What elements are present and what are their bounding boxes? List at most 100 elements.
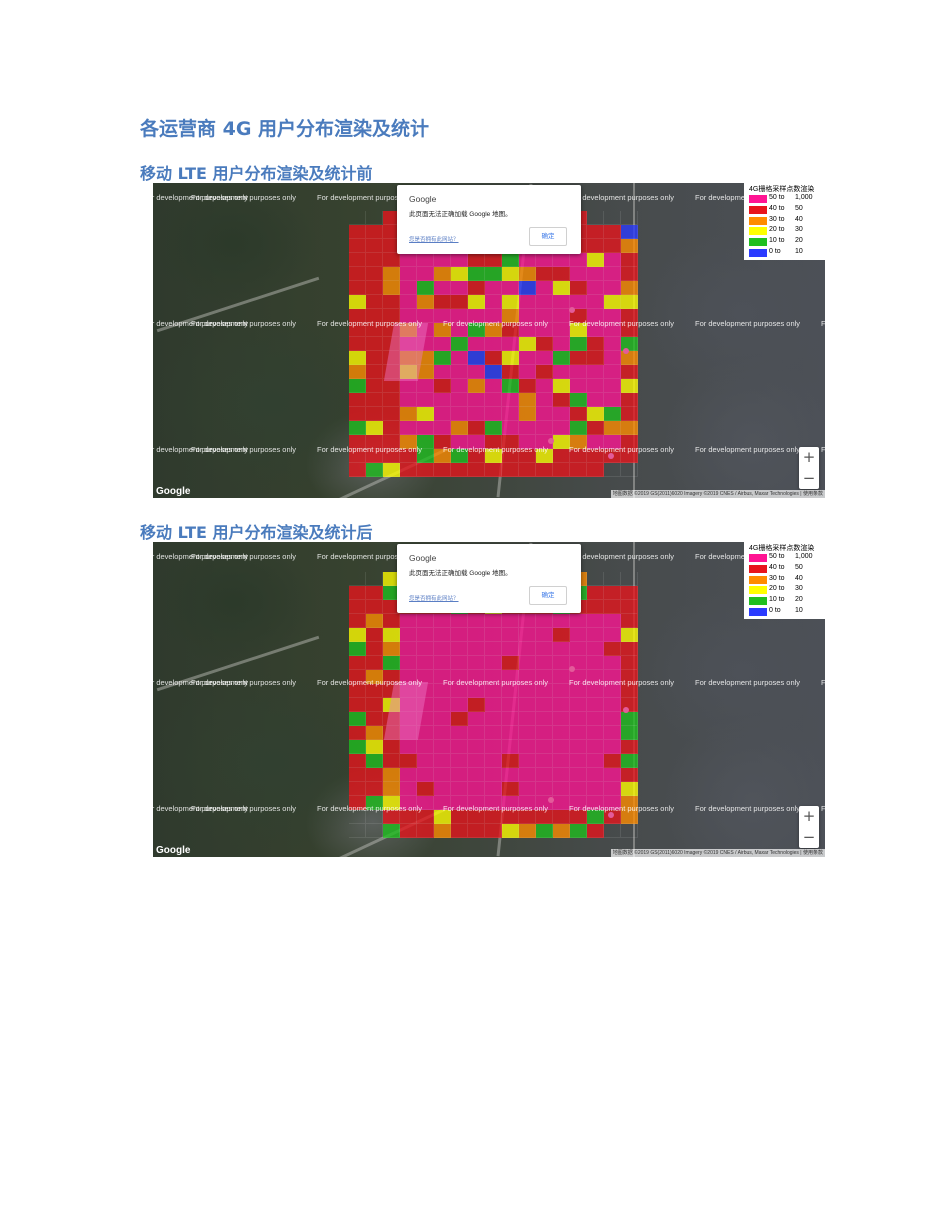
error-dialog: Google 此页面无法正确加载 Google 地图。 您是否拥有此网站？ 确定 (397, 544, 581, 613)
zoom-out-button[interactable]: − (802, 469, 816, 487)
dev-watermark: For development purposes only (153, 804, 249, 813)
heatmap-cell (587, 323, 604, 337)
heatmap-cell (621, 768, 638, 782)
map-pin-icon[interactable] (608, 453, 614, 459)
heatmap-cell (417, 365, 434, 379)
heatmap-cell (451, 726, 468, 740)
map-attribution[interactable]: 地图数据 ©2019 GS(2011)6020 Imagery ©2019 CN… (610, 849, 825, 857)
map-pin-icon[interactable] (608, 812, 614, 818)
heatmap-cell (485, 754, 502, 768)
map-pin-icon[interactable] (623, 348, 629, 354)
heatmap-cell (570, 253, 587, 267)
map-after[interactable]: For development purposes only For develop… (153, 542, 825, 857)
dialog-message: 此页面无法正确加载 Google 地图。 (409, 570, 512, 577)
heatmap-cell (434, 642, 451, 656)
heatmap-cell (349, 586, 366, 600)
heatmap-cell (587, 600, 604, 614)
heatmap-cell (366, 239, 383, 253)
heatmap-cell (485, 407, 502, 421)
heatmap-cell (502, 656, 519, 670)
heatmap-cell (570, 365, 587, 379)
map-pin-icon[interactable] (548, 438, 554, 444)
map-pin-icon[interactable] (623, 707, 629, 713)
heatmap-cell (366, 281, 383, 295)
legend-to: 1,000 (795, 553, 813, 560)
heatmap-cell (485, 824, 502, 838)
heatmap-cell (383, 810, 400, 824)
heatmap-cell (604, 435, 621, 449)
dialog-ok-button[interactable]: 确定 (529, 227, 567, 246)
heatmap-cell (400, 698, 417, 712)
heatmap-cell (485, 365, 502, 379)
heatmap-cell (553, 810, 570, 824)
google-logo[interactable]: Google (156, 486, 191, 497)
heatmap-cell (519, 295, 536, 309)
legend-item: 10 to 20 (749, 237, 825, 247)
legend-from: 30 to (769, 215, 785, 223)
heatmap-cell (434, 670, 451, 684)
heatmap-cell (485, 449, 502, 463)
heatmap-cell (468, 796, 485, 810)
heatmap-cell (587, 211, 604, 225)
heatmap-cell (485, 656, 502, 670)
heatmap-cell (383, 628, 400, 642)
heatmap-cell (519, 740, 536, 754)
zoom-out-button[interactable]: − (802, 828, 816, 846)
heatmap-cell (434, 712, 451, 726)
dialog-ok-button[interactable]: 确定 (529, 586, 567, 605)
dev-watermark: For development purposes only (695, 445, 801, 454)
heatmap-cell (366, 323, 383, 337)
legend-item: 50 to 1,000 (749, 194, 825, 204)
heatmap-cell (451, 810, 468, 824)
heatmap-cell (468, 463, 485, 477)
heatmap-cell (417, 796, 434, 810)
heatmap-cell (553, 670, 570, 684)
heatmap-cell (553, 449, 570, 463)
legend-swatch (749, 554, 767, 562)
heatmap-cell (621, 309, 638, 323)
dev-watermark: For development purposes only (153, 319, 249, 328)
legend-title: 4G栅格采样点数渲染 (749, 186, 815, 193)
zoom-in-button[interactable]: + (802, 448, 816, 466)
map-pin-icon[interactable] (548, 797, 554, 803)
heatmap-cell (485, 628, 502, 642)
heatmap-cell (587, 754, 604, 768)
heatmap-cell (536, 449, 553, 463)
google-logo[interactable]: Google (156, 845, 191, 856)
heatmap-cell (519, 810, 536, 824)
map-pin-icon[interactable] (569, 666, 575, 672)
heatmap-cell (570, 407, 587, 421)
heatmap-cell (553, 379, 570, 393)
heatmap-cell (553, 351, 570, 365)
heatmap-cell (604, 642, 621, 656)
heatmap-cell (553, 782, 570, 796)
heatmap-cell (349, 628, 366, 642)
dev-watermark: For development purposes only (153, 678, 249, 687)
heatmap-cell (587, 309, 604, 323)
heatmap-cell (468, 628, 485, 642)
heatmap-cell (604, 600, 621, 614)
map-before[interactable]: For development purposes only For develop… (153, 183, 825, 498)
map-attribution[interactable]: 地图数据 ©2019 GS(2011)6020 Imagery ©2019 CN… (610, 490, 825, 498)
heatmap-cell (434, 421, 451, 435)
heatmap-cell (349, 281, 366, 295)
dialog-link[interactable]: 您是否拥有此网站？ (409, 596, 459, 602)
heatmap-cell (468, 337, 485, 351)
heatmap-cell (553, 768, 570, 782)
heatmap-cell (604, 712, 621, 726)
heatmap-cell (536, 295, 553, 309)
heatmap-cell (468, 698, 485, 712)
heatmap-cell (349, 323, 366, 337)
zoom-in-button[interactable]: + (802, 807, 816, 825)
dialog-link[interactable]: 您是否拥有此网站？ (409, 237, 459, 243)
heatmap-cell (519, 421, 536, 435)
heatmap-cell (570, 670, 587, 684)
heatmap-cell (349, 379, 366, 393)
heatmap-cell (502, 309, 519, 323)
heatmap-cell (553, 656, 570, 670)
heatmap-cell (502, 796, 519, 810)
heatmap-cell (587, 684, 604, 698)
map-pin-icon[interactable] (569, 307, 575, 313)
heatmap-cell (587, 365, 604, 379)
heatmap-cell (587, 337, 604, 351)
